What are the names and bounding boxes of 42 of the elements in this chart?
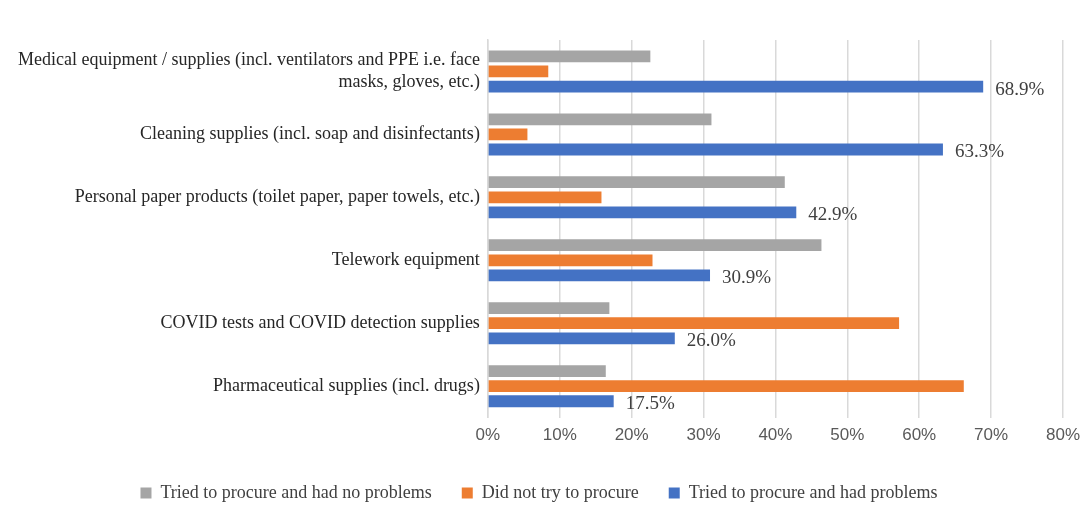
bar <box>488 269 711 282</box>
bar <box>488 365 606 377</box>
y-tick-label: Cleaning supplies (incl. soap and disinfectants) <box>139 123 480 145</box>
data-label: 63.3% <box>954 140 1005 162</box>
data-label: 30.9% <box>722 266 772 288</box>
bar <box>488 395 614 408</box>
bar <box>488 239 822 252</box>
legend-label: Did not try to procure <box>481 481 639 502</box>
bar <box>488 380 964 393</box>
bar <box>488 254 653 267</box>
bar <box>488 143 943 156</box>
y-tick-label: COVID tests and COVID detection supplies <box>160 311 480 332</box>
data-label: 26.0% <box>686 329 737 351</box>
bar <box>488 113 712 126</box>
data-label: 42.9% <box>808 203 858 225</box>
bar <box>488 332 675 345</box>
data-label: 68.9% <box>995 77 1045 99</box>
y-tick-label: Personal paper products (toilet paper, paper towels, etc.) <box>74 186 480 208</box>
legend-label: Tried to procure and had no problems <box>160 481 432 502</box>
bar <box>488 80 984 93</box>
bar <box>488 191 602 204</box>
data-label: 17.5% <box>625 392 675 414</box>
x-tick-label: 30% <box>686 425 721 445</box>
bar <box>488 50 651 63</box>
legend-label: Tried to procure and had problems <box>688 481 938 502</box>
x-tick-label: 60% <box>902 425 937 445</box>
y-tick-label: Pharmaceutical supplies (incl. drugs) <box>212 374 480 396</box>
y-tick-label: Medical equipment / supplies (incl. ventilators and PPE i.e. face masks, gloves, etc.) <box>17 48 480 93</box>
x-tick-label: 20% <box>614 425 649 445</box>
bar <box>488 302 610 314</box>
y-tick-label: Telework equipment <box>331 249 480 269</box>
bar <box>488 317 900 330</box>
x-tick-label: 50% <box>830 425 865 445</box>
bar <box>488 128 528 141</box>
x-tick-label: 40% <box>758 425 793 445</box>
bar <box>488 206 797 219</box>
bar <box>488 176 785 189</box>
x-tick-label: 10% <box>542 425 577 445</box>
bar <box>488 65 549 78</box>
x-tick-label: 70% <box>974 425 1009 445</box>
x-tick-label: 80% <box>1045 425 1080 445</box>
x-tick-label: 0% <box>475 425 501 445</box>
